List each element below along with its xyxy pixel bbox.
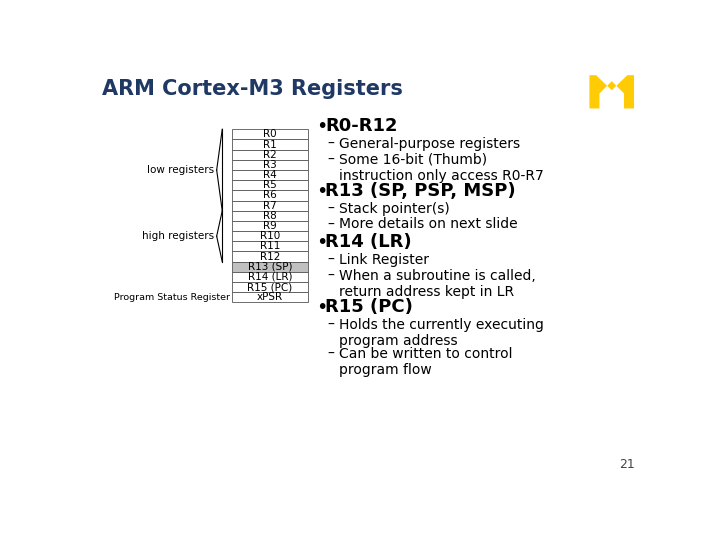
Text: –: – (328, 347, 335, 361)
Text: R14 (LR): R14 (LR) (248, 272, 292, 282)
Text: xPSR: xPSR (257, 292, 283, 302)
Text: R15 (PC): R15 (PC) (248, 282, 292, 292)
Bar (233, 282, 307, 292)
Text: •: • (316, 233, 328, 252)
Bar (233, 292, 307, 302)
Text: Can be written to control
program flow: Can be written to control program flow (339, 347, 513, 377)
Text: R0: R0 (263, 130, 276, 139)
Text: •: • (316, 181, 328, 201)
Text: –: – (328, 152, 335, 166)
Text: R0-R12: R0-R12 (325, 117, 398, 135)
Text: When a subroutine is called,
return address kept in LR: When a subroutine is called, return addr… (339, 269, 536, 299)
Text: Stack pointer(s): Stack pointer(s) (339, 201, 450, 215)
Text: –: – (328, 269, 335, 283)
Text: R11: R11 (260, 241, 280, 252)
Text: R9: R9 (263, 221, 276, 231)
Text: R15 (PC): R15 (PC) (325, 298, 413, 316)
Text: R10: R10 (260, 231, 280, 241)
Text: •: • (316, 298, 328, 317)
Bar (233, 272, 307, 282)
Text: R2: R2 (263, 150, 276, 160)
Text: •: • (316, 117, 328, 136)
Text: ARM Cortex-M3 Registers: ARM Cortex-M3 Registers (102, 79, 403, 99)
Bar (233, 180, 307, 191)
Text: –: – (328, 137, 335, 151)
Text: Program Status Register: Program Status Register (114, 293, 230, 302)
Text: R7: R7 (263, 201, 276, 211)
Text: R8: R8 (263, 211, 276, 221)
Text: R3: R3 (263, 160, 276, 170)
Text: R13 (SP, PSP, MSP): R13 (SP, PSP, MSP) (325, 181, 516, 200)
Bar (233, 150, 307, 160)
Bar (233, 200, 307, 211)
Text: –: – (328, 201, 335, 215)
Text: More details on next slide: More details on next slide (339, 218, 518, 232)
Bar (233, 129, 307, 139)
Bar (233, 191, 307, 200)
Text: –: – (328, 318, 335, 332)
Bar (233, 241, 307, 252)
Bar (233, 160, 307, 170)
Text: R5: R5 (263, 180, 276, 190)
Text: Link Register: Link Register (339, 253, 429, 267)
Text: R4: R4 (263, 170, 276, 180)
Bar (233, 231, 307, 241)
Text: R14 (LR): R14 (LR) (325, 233, 412, 251)
Text: Holds the currently executing
program address: Holds the currently executing program ad… (339, 318, 544, 348)
Bar (233, 221, 307, 231)
Bar (233, 139, 307, 150)
Text: high registers: high registers (142, 231, 214, 241)
Text: R1: R1 (263, 139, 276, 150)
Text: low registers: low registers (147, 165, 214, 175)
Bar (233, 252, 307, 262)
Text: –: – (328, 253, 335, 267)
Bar (233, 211, 307, 221)
Text: R12: R12 (260, 252, 280, 261)
Text: General-purpose registers: General-purpose registers (339, 137, 521, 151)
Bar (233, 262, 307, 272)
Bar (233, 170, 307, 180)
Text: R6: R6 (263, 191, 276, 200)
Text: 21: 21 (619, 458, 635, 471)
Text: R13 (SP): R13 (SP) (248, 262, 292, 272)
Polygon shape (590, 75, 634, 109)
Text: Some 16-bit (Thumb)
instruction only access R0-R7: Some 16-bit (Thumb) instruction only acc… (339, 152, 544, 183)
Text: –: – (328, 218, 335, 232)
